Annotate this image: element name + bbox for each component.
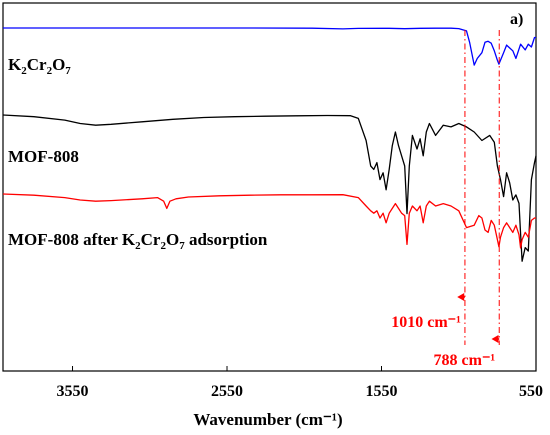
shift-arrow-head (491, 335, 499, 343)
annotation-layer: 1010 cm⁻¹ 788 cm⁻¹ (391, 30, 500, 369)
series-line-0 (3, 27, 536, 66)
series-label-mof808-after: MOF-808 after K2Cr2O7 adsorption (8, 230, 268, 252)
series-line-1 (2, 114, 537, 262)
x-axis-title: Wavenumber (cm⁻¹) (193, 410, 342, 429)
series-layer (2, 27, 537, 262)
shift-arrow-head (457, 293, 465, 301)
x-tick-label: 2550 (211, 383, 243, 400)
plot-frame (2, 2, 537, 372)
panel-label: a) (510, 11, 523, 28)
series-label-mof808: MOF-808 (8, 147, 79, 166)
x-tick-label: 550 (519, 383, 543, 400)
shift-label: 788 cm⁻¹ (434, 352, 496, 369)
shift-label: 1010 cm⁻¹ (391, 314, 461, 331)
tick-layer: 3550 2550 1550 550 (57, 366, 543, 400)
series-line-2 (2, 193, 536, 249)
x-tick-label: 1550 (366, 383, 398, 400)
x-tick-label: 3550 (57, 383, 89, 400)
series-label-k2cr2o7: K2Cr2O7 (8, 55, 71, 77)
